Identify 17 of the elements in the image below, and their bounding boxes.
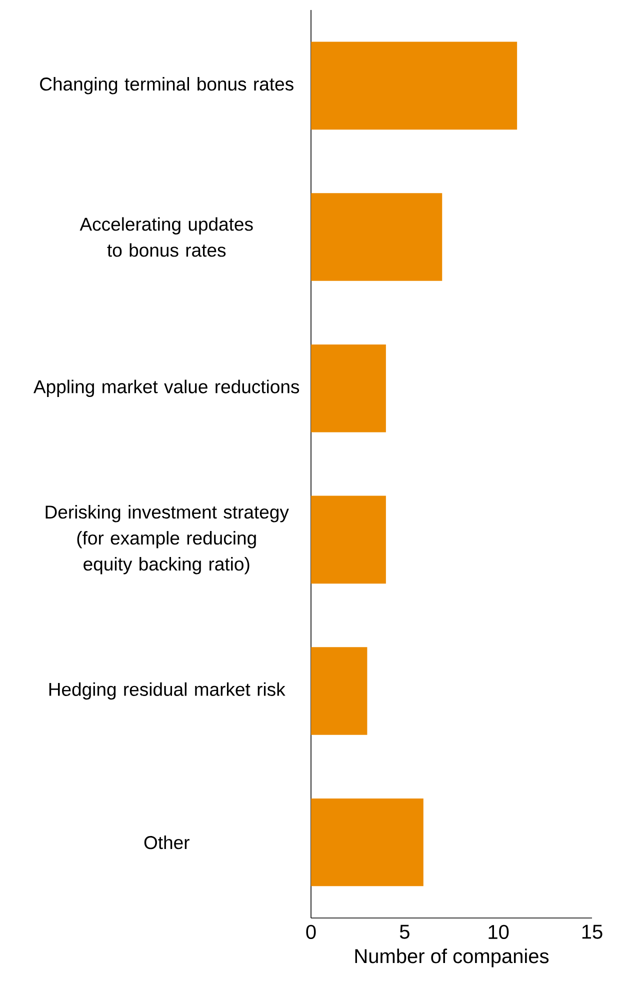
y-tick-label: Appling market value reductions [33,380,300,397]
bar [311,344,386,432]
bar [311,647,368,735]
x-tick-label: 5 [400,924,410,939]
bar [311,496,386,584]
y-tick-label: Hedging residual market risk [49,682,286,700]
x-tick-label: 10 [488,924,509,940]
x-axis-title: Number of companies [355,948,549,968]
bar [311,42,518,130]
y-tick-label: Derisking investment strategy (for example reducing equity backing ratio) [46,505,289,574]
bar [311,798,424,886]
y-tick-label: Other [144,836,190,850]
x-tick-label: 15 [582,924,602,939]
x-tick-label: 0 [306,924,316,940]
bar [311,193,442,281]
y-tick-label: Accelerating updates to bonus rates [80,217,253,257]
y-tick-label: Changing terminal bonus rates [40,77,294,94]
